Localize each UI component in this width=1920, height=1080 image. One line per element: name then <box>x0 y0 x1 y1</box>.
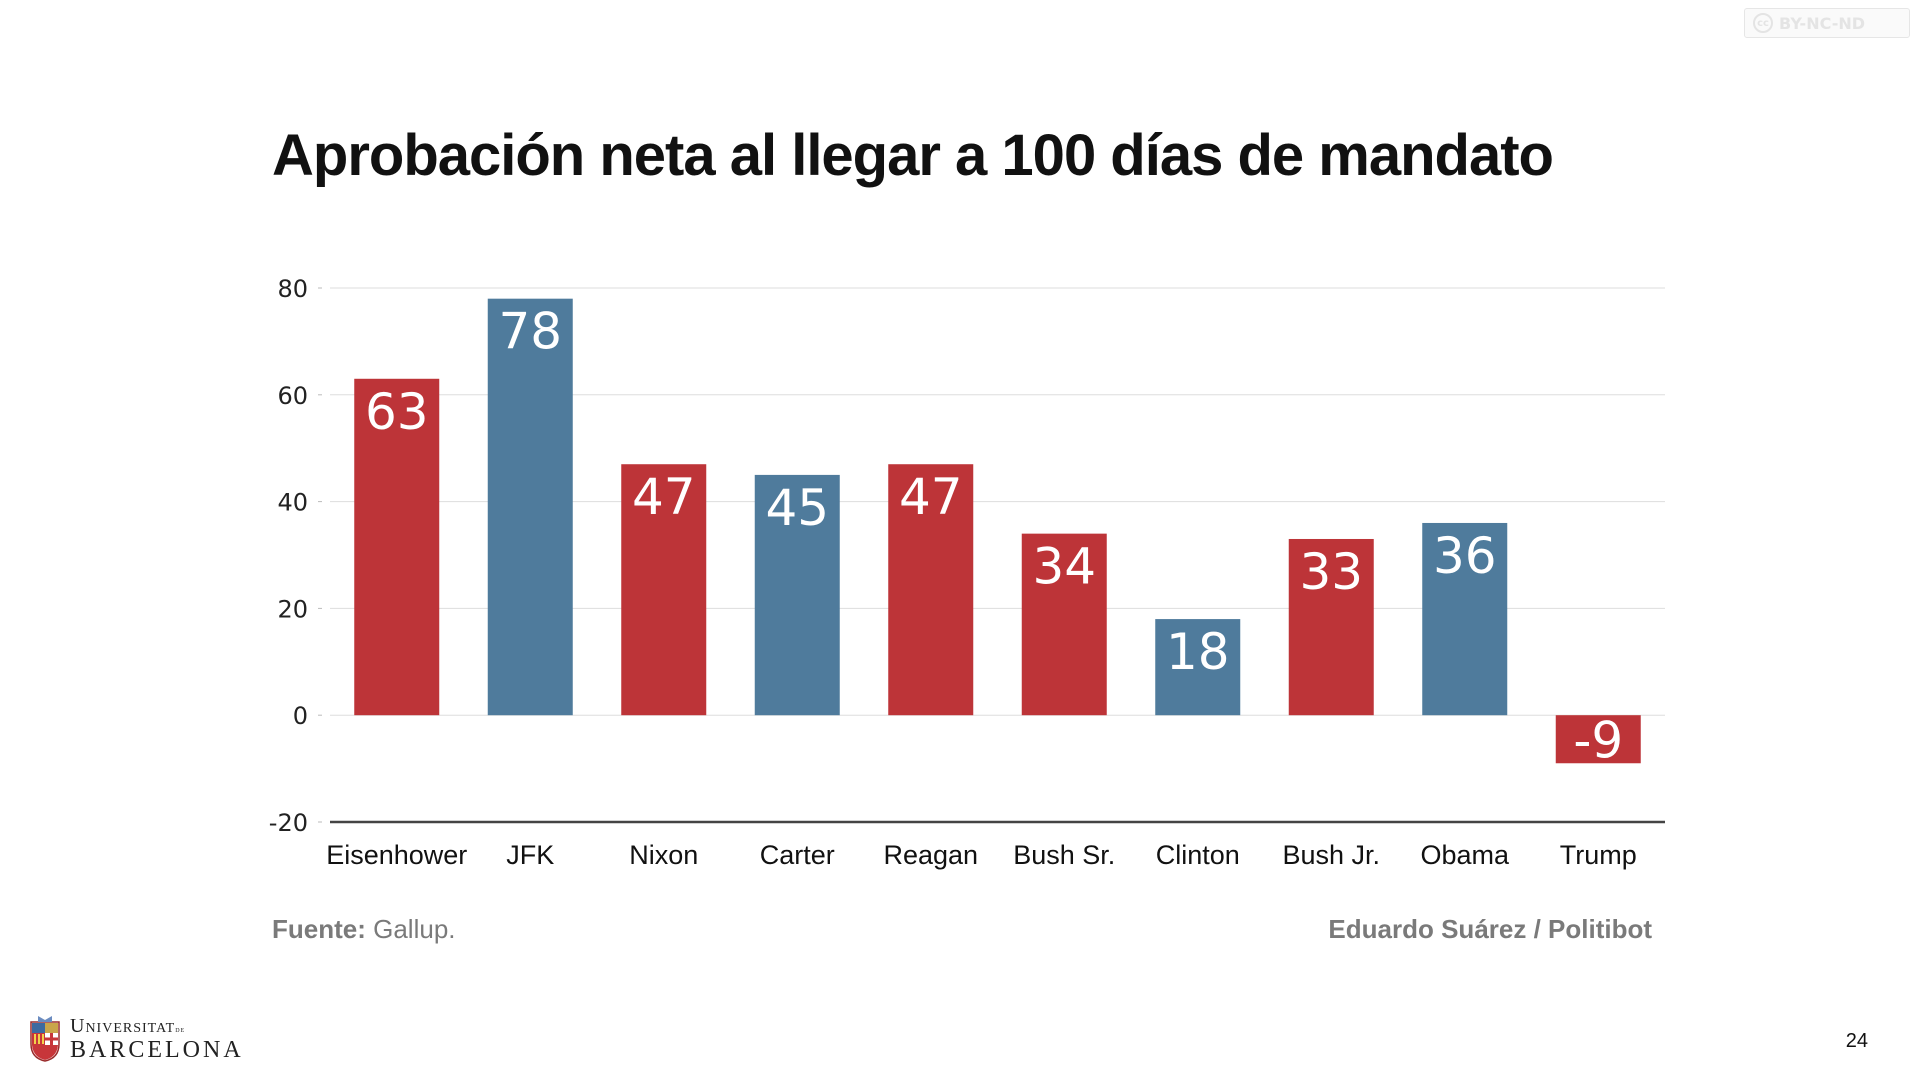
license-badge: cc BY-NC-ND <box>1744 8 1910 38</box>
grid-layer: 80 60 40 20 0 -20 <box>269 275 1665 837</box>
y-tick-label: 20 <box>277 595 308 623</box>
bar-value-label: -9 <box>1573 711 1623 769</box>
bar <box>754 474 840 716</box>
y-tick-label: 0 <box>293 702 308 730</box>
logo-line1: Universitatde <box>70 1015 186 1037</box>
bar-value-label: 36 <box>1433 527 1497 585</box>
x-category-label: Bush Jr. <box>1282 840 1380 870</box>
x-category-label: Trump <box>1560 840 1637 870</box>
x-category-label: Nixon <box>629 840 698 870</box>
bar <box>354 378 440 716</box>
bar <box>1155 619 1241 716</box>
page-number: 24 <box>1845 1030 1868 1052</box>
source-label: Fuente: <box>272 914 366 944</box>
y-tick-label: 40 <box>277 489 308 517</box>
source-value: Gallup. <box>373 914 456 944</box>
university-logo: Universitatde BARCELONA <box>30 1016 244 1062</box>
bar-value-label: 47 <box>632 468 696 526</box>
y-tick-label: 80 <box>277 275 308 303</box>
bar <box>487 298 573 716</box>
x-category-label: Bush Sr. <box>1013 840 1115 870</box>
bar <box>1422 522 1508 716</box>
bar-value-label: 33 <box>1299 543 1363 601</box>
bar-value-label: 63 <box>365 383 429 441</box>
logo-text: Universitatde BARCELONA <box>70 1016 244 1062</box>
bars-layer <box>354 298 1641 764</box>
bar-value-label: 34 <box>1032 538 1096 596</box>
bar <box>1555 715 1641 764</box>
license-text: BY-NC-ND <box>1779 13 1866 33</box>
bar-value-label: 45 <box>765 479 829 537</box>
y-tick-label: -20 <box>269 809 308 837</box>
cc-icon: cc <box>1753 13 1773 33</box>
logo-line2: BARCELONA <box>70 1037 244 1063</box>
source-note: Fuente: Gallup. <box>272 914 456 945</box>
x-category-label: Eisenhower <box>326 840 467 870</box>
bar-value-label: 18 <box>1166 623 1230 681</box>
x-category-label: Reagan <box>883 840 978 870</box>
bar <box>621 464 707 716</box>
credit: Eduardo Suárez / Politibot <box>1328 914 1652 944</box>
bar <box>888 464 974 716</box>
bar-value-label: 78 <box>498 303 562 361</box>
x-category-label: JFK <box>506 840 554 870</box>
bar <box>1288 538 1374 716</box>
labels-layer: 63 Eisenhower 78 JFK 47 Nixon 45 Carter 47 Reagan… <box>326 303 1637 870</box>
chart-title: Aprobación neta al llegar a 100 días de … <box>272 123 1554 188</box>
x-category-label: Clinton <box>1156 840 1240 870</box>
bar-value-label: 47 <box>899 468 963 526</box>
x-category-label: Carter <box>760 840 835 870</box>
university-shield-icon <box>30 1016 60 1062</box>
y-tick-label: 60 <box>277 382 308 410</box>
x-category-label: Obama <box>1420 840 1510 870</box>
bar <box>1021 533 1107 716</box>
